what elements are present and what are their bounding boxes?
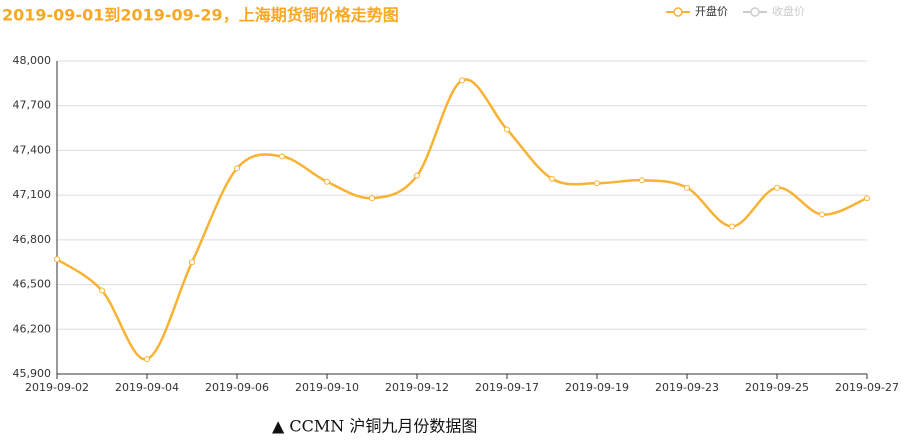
- x-tick-label: 2019-09-19: [565, 381, 629, 394]
- y-tick-label: 46,200: [13, 322, 52, 335]
- point: [639, 177, 645, 184]
- y-tick-label: 45,900: [13, 367, 52, 380]
- point: [459, 77, 465, 84]
- line: [56, 78, 868, 361]
- x-tick-label: 2019-09-04: [115, 381, 179, 394]
- point: [99, 287, 105, 294]
- point: [369, 195, 375, 202]
- x-tick-label: 2019-09-02: [25, 381, 89, 394]
- point: [729, 223, 735, 230]
- point: [279, 153, 285, 160]
- point: [189, 259, 195, 266]
- chart-title: 2019-09-01到2019-09-29，上海期货铜价格走势图: [2, 6, 399, 25]
- y-tick-label: 47,700: [13, 99, 52, 112]
- point: [864, 195, 870, 202]
- y-tick-label: 48,000: [13, 54, 52, 67]
- caption: ▲ CCMN 沪铜九月份数据图: [272, 417, 477, 436]
- y-tick-label: 46,800: [13, 233, 52, 246]
- point: [234, 165, 240, 172]
- legend-label: 开盘价: [695, 4, 728, 18]
- point: [819, 211, 825, 218]
- x-tick-label: 2019-09-23: [655, 381, 719, 394]
- point: [54, 256, 60, 263]
- point: [594, 180, 600, 187]
- point: [774, 184, 780, 191]
- legend-symbol: [673, 7, 683, 17]
- point: [144, 356, 150, 363]
- x-tick-label: 2019-09-10: [295, 381, 359, 394]
- x-tick-label: 2019-09-12: [385, 381, 449, 394]
- y-tick-label: 46,500: [13, 278, 52, 291]
- x-tick-label: 2019-09-17: [475, 381, 539, 394]
- point: [504, 126, 510, 133]
- point: [414, 172, 420, 179]
- point: [684, 184, 690, 191]
- legend-symbol: [750, 7, 760, 17]
- x-tick-label: 2019-09-06: [205, 381, 269, 394]
- point: [549, 175, 555, 182]
- x-tick-label: 2019-09-25: [745, 381, 809, 394]
- x-tick-label: 2019-09-27: [835, 381, 899, 394]
- legend-label: 收盘价: [772, 4, 805, 18]
- y-tick-label: 47,400: [13, 143, 52, 156]
- point: [324, 178, 330, 185]
- y-tick-label: 47,100: [13, 188, 52, 201]
